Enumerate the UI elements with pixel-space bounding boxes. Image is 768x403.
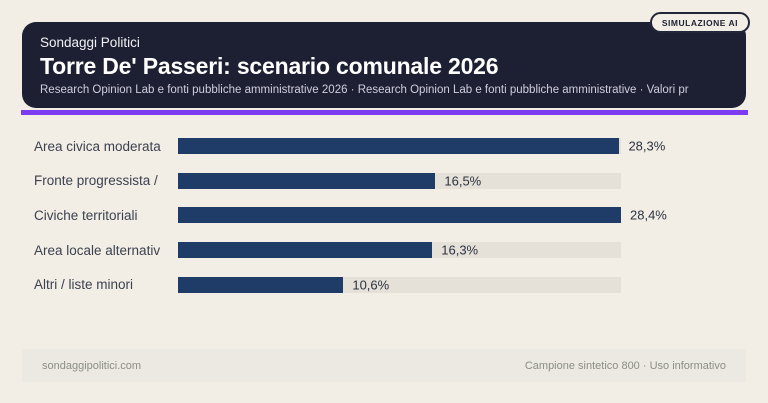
bar-fill <box>178 207 621 224</box>
footer-sample-note: Campione sintetico 800 · Uso informativo <box>524 359 726 372</box>
footer-site-url: sondaggipolitici.com <box>42 359 142 372</box>
value-label: 10,6% <box>352 277 390 293</box>
category-label: Area locale alternativ <box>34 242 161 258</box>
bar-fill <box>178 172 436 189</box>
brand-kicker: Sondaggi Politici <box>40 35 140 50</box>
category-label: Fronte progressista / <box>34 173 158 189</box>
category-label: Area civica moderata <box>34 138 161 154</box>
header-subtitle: Research Opinion Lab e fonti pubbliche a… <box>40 84 689 96</box>
footer: sondaggipolitici.com Campione sintetico … <box>22 349 746 382</box>
bar-fill <box>178 276 344 293</box>
value-label: 28,4% <box>630 207 667 223</box>
value-label: 16,3% <box>441 242 479 258</box>
bar-chart: Area civica moderata 28,3% Fronte progre… <box>0 129 768 302</box>
page-title: Torre De' Passeri: scenario comunale 202… <box>40 53 499 79</box>
chart-row: Fronte progressista / 16,5% <box>0 164 768 199</box>
bar-fill <box>178 138 620 155</box>
chart-row: Civiche territoriali 28,4% <box>0 198 768 233</box>
bar-track: 16,3% <box>178 242 621 259</box>
bar-track: 10,6% <box>178 276 621 293</box>
bar-track: 28,3% <box>178 138 665 155</box>
header-card: Sondaggi Politici Torre De' Passeri: sce… <box>22 22 746 108</box>
simulation-ai-badge: SIMULAZIONE AI <box>649 12 750 33</box>
category-label: Altri / liste minori <box>34 277 134 293</box>
category-label: Civiche territoriali <box>34 207 138 223</box>
chart-row: Area locale alternativ 16,3% <box>0 233 768 268</box>
value-label: 16,5% <box>444 173 482 189</box>
chart-row: Altri / liste minori 10,6% <box>0 267 768 302</box>
value-label: 28,3% <box>628 138 666 154</box>
bar-fill <box>178 242 433 259</box>
chart-row: Area civica moderata 28,3% <box>0 129 768 164</box>
bar-track: 16,5% <box>178 172 621 189</box>
bar-track: 28,4% <box>178 207 667 224</box>
accent-divider <box>21 110 748 115</box>
